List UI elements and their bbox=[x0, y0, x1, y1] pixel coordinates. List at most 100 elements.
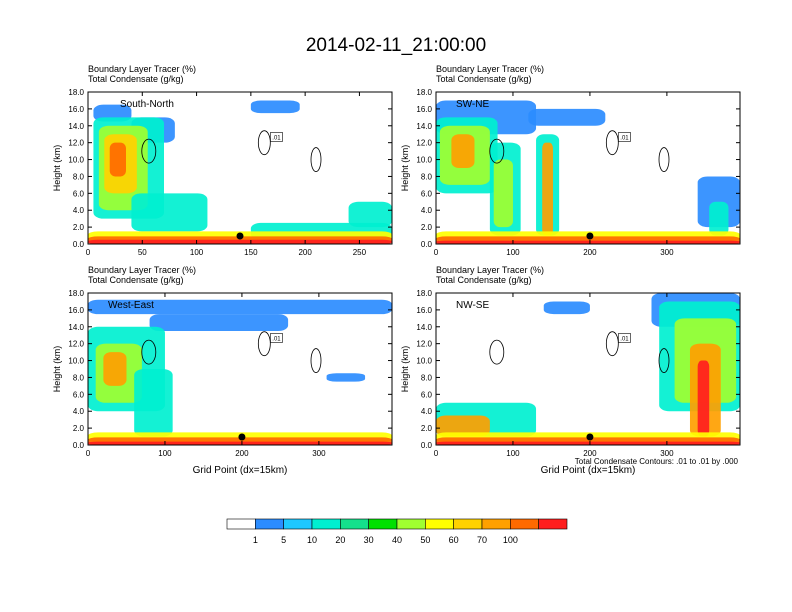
colorbar-swatch bbox=[340, 518, 369, 530]
colorbar-swatch bbox=[425, 518, 454, 530]
field-layer: .01 bbox=[436, 100, 740, 244]
condensate-contour bbox=[257, 130, 271, 156]
condensate-contour bbox=[605, 331, 619, 357]
tracer-region bbox=[709, 201, 729, 236]
y-tick-label: 10.0 bbox=[68, 156, 84, 165]
panel-subtitle: Total Condensate (g/kg) bbox=[88, 275, 184, 285]
y-tick-label: 2.0 bbox=[421, 424, 433, 433]
x-tick-label: 100 bbox=[158, 449, 172, 458]
x-tick-label: 100 bbox=[506, 248, 520, 257]
contour-label: .01 bbox=[270, 333, 283, 343]
contour-label: .01 bbox=[618, 333, 631, 343]
y-tick-label: 18.0 bbox=[68, 289, 84, 298]
tracer-region bbox=[348, 201, 392, 228]
colorbar-label: 5 bbox=[281, 535, 286, 545]
y-tick-label: 0.0 bbox=[421, 240, 433, 249]
y-tick-label: 16.0 bbox=[416, 105, 432, 114]
tracer-region bbox=[88, 299, 392, 315]
y-tick-label: 14.0 bbox=[416, 323, 432, 332]
y-tick-label: 12.0 bbox=[416, 340, 432, 349]
y-tick-label: 0.0 bbox=[421, 441, 433, 450]
tracer-region bbox=[109, 142, 126, 177]
panel-subtitle: Boundary Layer Tracer (%) bbox=[436, 265, 544, 275]
y-tick-label: 18.0 bbox=[416, 88, 432, 97]
y-tick-label: 14.0 bbox=[68, 323, 84, 332]
colorbar-label: 70 bbox=[477, 535, 487, 545]
colorbar-swatch bbox=[510, 518, 539, 530]
location-marker bbox=[238, 433, 246, 441]
panel-south-north: Boundary Layer Tracer (%)Total Condensat… bbox=[52, 64, 393, 257]
y-tick-label: 6.0 bbox=[73, 189, 85, 198]
tracer-region bbox=[131, 193, 208, 232]
contour-label-text: .01 bbox=[620, 135, 629, 141]
tracer-region bbox=[697, 360, 710, 437]
x-tick-label: 50 bbox=[138, 248, 147, 257]
condensate-contour bbox=[310, 348, 322, 373]
panel-nw-se: Boundary Layer Tracer (%) Total Condensat… bbox=[400, 265, 741, 476]
contour-label: .01 bbox=[270, 132, 283, 142]
panel-subtitle: Boundary Layer Tracer (%) bbox=[436, 64, 544, 74]
y-tick-label: 2.0 bbox=[73, 223, 85, 232]
colorbar-label: 50 bbox=[420, 535, 430, 545]
x-tick-label: 200 bbox=[298, 248, 312, 257]
y-tick-label: 12.0 bbox=[68, 139, 84, 148]
condensate-contour bbox=[310, 147, 322, 172]
panel-name: West-East bbox=[108, 300, 154, 311]
figure-title: 2014-02-11_21:00:00 bbox=[306, 35, 486, 56]
y-tick-label: 6.0 bbox=[421, 189, 433, 198]
panel-subtitle: Total Condensate (g/kg) bbox=[88, 74, 184, 84]
y-tick-label: 4.0 bbox=[73, 206, 85, 215]
panel-subtitle: Total Condensate (g/kg) bbox=[436, 74, 532, 84]
tracer-region bbox=[134, 369, 173, 437]
condensate-contour bbox=[489, 138, 505, 164]
plot-frame bbox=[87, 292, 393, 446]
colorbar-label: 30 bbox=[364, 535, 374, 545]
colorbar-swatch bbox=[453, 518, 483, 530]
y-tick-label: 18.0 bbox=[416, 289, 432, 298]
tracer-region bbox=[436, 240, 740, 244]
contour-label-text: .01 bbox=[272, 336, 281, 342]
colorbar-swatch bbox=[255, 518, 284, 530]
tracer-region bbox=[436, 415, 490, 437]
colorbar-label: 20 bbox=[335, 535, 345, 545]
contour-label-text: .01 bbox=[272, 135, 281, 141]
tracer-region bbox=[493, 159, 513, 228]
y-tick-label: 0.0 bbox=[73, 441, 85, 450]
condensate-contour bbox=[658, 147, 670, 172]
colorbar-swatch bbox=[283, 518, 313, 530]
panel-name: SW-NE bbox=[456, 99, 489, 110]
y-tick-label: 4.0 bbox=[421, 407, 433, 416]
y-tick-label: 8.0 bbox=[73, 172, 85, 181]
condensate-contour bbox=[141, 339, 157, 365]
condensate-contour bbox=[141, 138, 157, 164]
tracer-region bbox=[451, 134, 475, 168]
panel-sw-ne: Boundary Layer Tracer (%)Total Condensat… bbox=[400, 64, 741, 257]
y-tick-label: 6.0 bbox=[421, 390, 433, 399]
contour-note: Total Condensate Contours: .01 to .01 by… bbox=[575, 457, 739, 466]
colorbar-swatch bbox=[481, 518, 511, 530]
colorbar-swatch bbox=[311, 518, 341, 530]
plot-frame bbox=[87, 91, 393, 245]
tracer-region bbox=[88, 441, 392, 445]
colorbar-label: 10 bbox=[307, 535, 317, 545]
y-tick-label: 8.0 bbox=[73, 373, 85, 382]
x-tick-label: 200 bbox=[583, 449, 597, 458]
colorbar-label: 100 bbox=[503, 535, 518, 545]
tracer-region bbox=[103, 352, 127, 386]
field-layer: .01 bbox=[88, 100, 392, 244]
colorbar-label: 60 bbox=[449, 535, 459, 545]
tracer-region bbox=[528, 108, 606, 126]
panel-west-east: Boundary Layer Tracer (%)Total Condensat… bbox=[52, 265, 393, 476]
y-tick-label: 0.0 bbox=[73, 240, 85, 249]
y-axis-label: Height (km) bbox=[52, 145, 62, 192]
panel-name: NW-SE bbox=[456, 300, 489, 311]
y-tick-label: 8.0 bbox=[421, 373, 433, 382]
y-tick-label: 14.0 bbox=[68, 122, 84, 131]
y-tick-label: 6.0 bbox=[73, 390, 85, 399]
field-layer: .01 bbox=[436, 293, 740, 445]
x-tick-label: 300 bbox=[312, 449, 326, 458]
field-layer: .01 bbox=[88, 299, 392, 445]
colorbar-swatch bbox=[368, 518, 398, 530]
panels: Boundary Layer Tracer (%)Total Condensat… bbox=[52, 64, 741, 476]
